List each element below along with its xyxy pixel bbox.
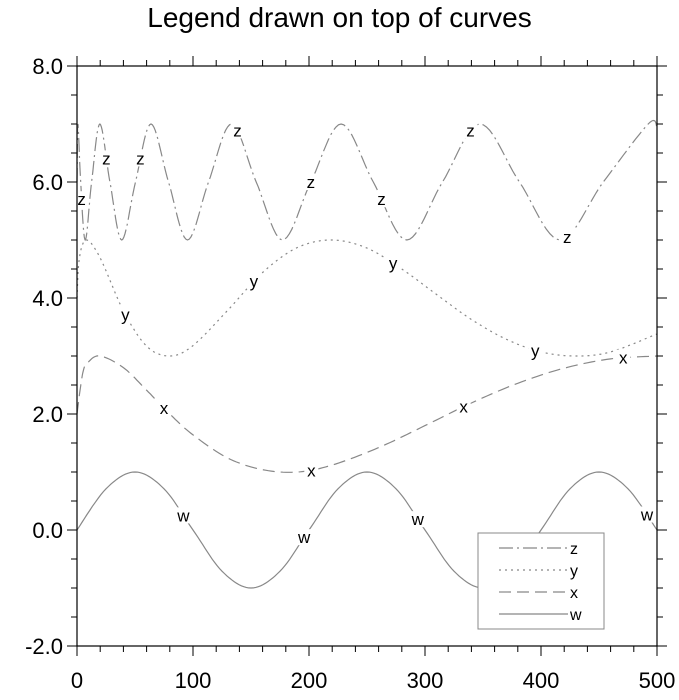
series-line-y <box>76 239 658 357</box>
curve-label-gap <box>374 191 389 208</box>
legend-label-w: w <box>569 607 582 624</box>
curve-label-y: y <box>250 272 259 291</box>
curve-label-gap <box>303 174 318 190</box>
curve-label-gap <box>99 150 114 167</box>
x-tick-label: 100 <box>175 668 212 693</box>
curve-label-gap <box>386 255 401 272</box>
curve-label-z: z <box>377 190 386 209</box>
legend-label-y: y <box>570 563 578 580</box>
series-line-w <box>76 471 658 589</box>
curve-label-gap <box>639 506 654 523</box>
curve-label-x: x <box>307 461 316 480</box>
curve-label-gap <box>246 273 261 290</box>
curve-label-x: x <box>160 399 169 418</box>
curve-label-y: y <box>121 305 130 324</box>
curve-label-w: w <box>176 506 190 525</box>
curve-label-gap <box>297 529 312 546</box>
y-tick-label: -2.0 <box>25 634 63 659</box>
series-line-x <box>76 355 658 473</box>
curve-label-z: z <box>233 121 242 140</box>
legend-label-x: x <box>570 585 578 602</box>
curve-label-gap <box>176 507 191 524</box>
curve-label-x: x <box>459 398 468 417</box>
curve-label-y: y <box>389 254 398 273</box>
y-tick-label: 8.0 <box>32 54 63 79</box>
y-tick-label: 6.0 <box>32 170 63 195</box>
curve-label-z: z <box>136 149 145 168</box>
curve-label-w: w <box>640 506 654 525</box>
curve-label-z: z <box>307 173 316 192</box>
y-tick-label: 2.0 <box>32 402 63 427</box>
x-tick-label: 300 <box>407 668 444 693</box>
curve-label-gap <box>410 511 425 528</box>
series-line-z <box>76 119 658 242</box>
curve-label-z: z <box>77 190 86 209</box>
y-tick-label: 4.0 <box>32 286 63 311</box>
curve-label-gap <box>616 349 631 366</box>
curve-label-y: y <box>531 341 540 360</box>
curve-label-z: z <box>102 149 111 168</box>
curve-label-gap <box>304 462 319 479</box>
curve-label-x: x <box>619 349 628 368</box>
x-tick-label: 200 <box>291 668 328 693</box>
chart-title: Legend drawn on top of curves <box>147 2 532 33</box>
curve-label-gap <box>230 122 245 139</box>
legend-label-z: z <box>570 541 578 558</box>
curve-label-gap <box>133 150 148 167</box>
curve-label-gap <box>463 122 478 139</box>
curve-label-gap <box>74 191 89 208</box>
curve-label-gap <box>528 342 543 359</box>
x-tick-label: 500 <box>639 668 676 693</box>
x-tick-label: 400 <box>523 668 560 693</box>
curve-label-z: z <box>466 121 475 140</box>
curve-label-w: w <box>411 510 425 529</box>
curve-label-gap <box>456 398 471 415</box>
y-tick-label: 0.0 <box>32 518 63 543</box>
legend-box <box>477 532 605 630</box>
curve-label-gap <box>157 400 171 417</box>
curve-label-z: z <box>563 228 572 247</box>
curve-label-w: w <box>297 528 311 547</box>
x-tick-label: 0 <box>71 668 83 693</box>
curve-label-gap <box>560 229 575 246</box>
curve-label-gap <box>118 306 133 323</box>
